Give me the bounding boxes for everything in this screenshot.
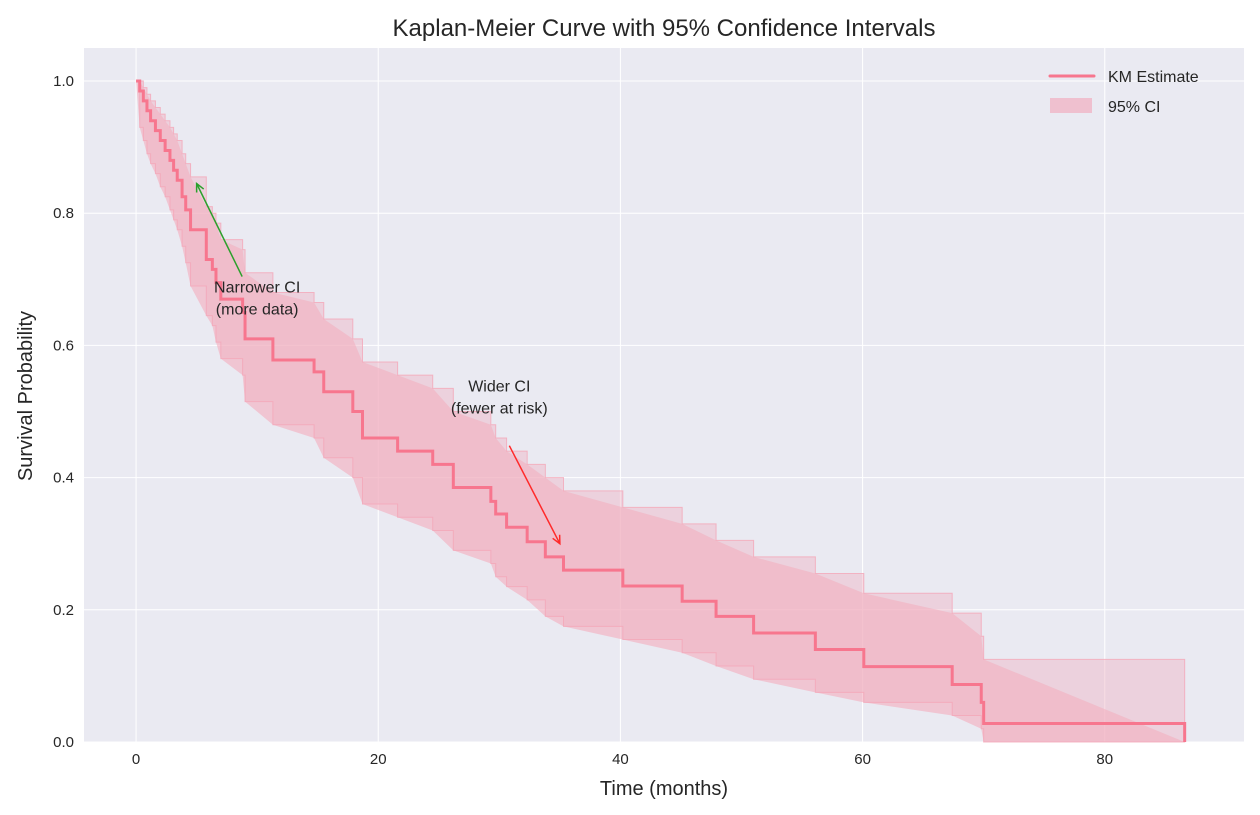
annotation-arrowhead	[195, 181, 205, 193]
y-tick-label: 0.6	[53, 337, 74, 354]
y-tick-label: 1.0	[53, 73, 74, 90]
legend-km-label: KM Estimate	[1108, 69, 1199, 86]
legend: KM Estimate 95% CI	[1048, 69, 1199, 116]
x-axis-label: Time (months)	[600, 778, 728, 800]
ci-band-smooth	[136, 81, 1185, 743]
annotation-arrowhead	[552, 534, 561, 546]
y-tick-label: 0.0	[53, 734, 74, 751]
y-axis-ticks: 0.0 0.2 0.4 0.6 0.8 1.0	[53, 73, 74, 751]
y-tick-label: 0.8	[53, 205, 74, 222]
annotation-arrow	[195, 183, 243, 277]
x-tick-label: 60	[854, 751, 871, 768]
annotations: Narrower CI (more data) Wider CI (fewer at …	[195, 181, 561, 546]
legend-ci-swatch	[1050, 98, 1092, 113]
km-estimate-line	[136, 79, 1187, 742]
x-tick-label: 80	[1096, 751, 1113, 768]
x-tick-label: 40	[612, 751, 629, 768]
chart-title: Kaplan-Meier Curve with 95% Confidence I…	[393, 15, 936, 42]
y-tick-label: 0.2	[53, 602, 74, 619]
annotation-text: Wider CI	[468, 379, 530, 396]
km-line-layer	[136, 79, 1187, 742]
y-tick-label: 0.4	[53, 470, 74, 487]
x-tick-label: 20	[370, 751, 387, 768]
annotation-text: (more data)	[216, 302, 299, 319]
x-axis-ticks: 0 20 40 60 80	[132, 751, 1113, 768]
x-tick-label: 0	[132, 751, 140, 768]
annotation-arrow	[508, 445, 561, 545]
annotation-text: Narrower CI	[214, 280, 300, 297]
y-axis-label: Survival Probability	[15, 311, 37, 481]
annotation-text: (fewer at risk)	[451, 401, 548, 418]
legend-ci-label: 95% CI	[1108, 99, 1160, 116]
